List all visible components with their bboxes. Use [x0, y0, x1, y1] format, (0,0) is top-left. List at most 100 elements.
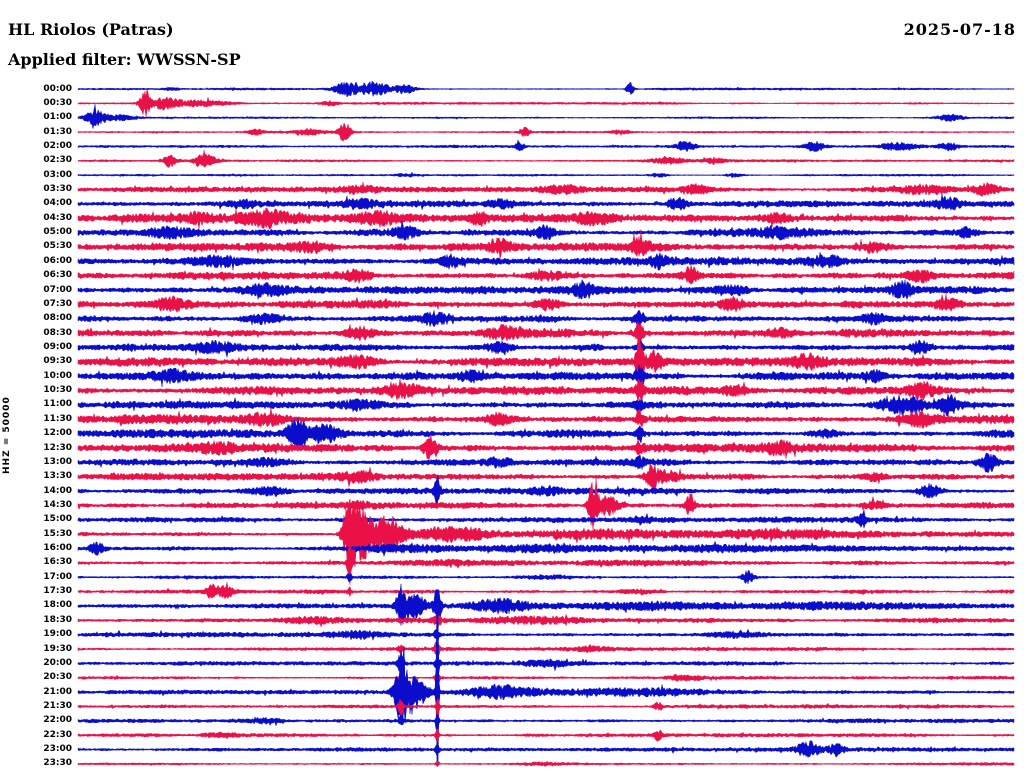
trace-row-14:00	[77, 474, 1015, 508]
trace-row-19:30	[77, 641, 1015, 657]
trace-row-08:00	[77, 309, 1015, 328]
trace-row-13:00	[77, 452, 1015, 474]
trace-row-05:30	[77, 229, 1015, 260]
trace-row-18:30	[77, 613, 1015, 630]
trace-row-01:00	[77, 103, 1015, 129]
time-label: 19:00	[43, 629, 72, 640]
time-label: 18:00	[43, 600, 72, 611]
time-label: 05:00	[43, 227, 72, 238]
trace-row-22:00	[77, 713, 1015, 730]
trace-row-20:30	[77, 672, 1015, 686]
time-label: 13:30	[43, 471, 72, 482]
time-label: 12:00	[43, 428, 72, 439]
trace-row-04:30	[77, 207, 1015, 230]
time-label: 02:00	[43, 140, 72, 151]
time-label: 09:30	[43, 356, 72, 367]
time-label: 21:30	[43, 700, 72, 711]
filter-label: Applied filter: WWSSN-SP	[8, 50, 241, 69]
time-label: 20:00	[43, 657, 72, 668]
time-label: 06:00	[43, 255, 72, 266]
time-label: 22:30	[43, 729, 72, 740]
trace-row-15:30	[77, 498, 1015, 573]
time-label: 08:30	[43, 327, 72, 338]
time-label: 16:30	[43, 557, 72, 568]
trace-row-00:30	[77, 88, 1015, 118]
time-label: 13:00	[43, 456, 72, 467]
trace-row-14:30	[77, 478, 1015, 531]
trace-row-13:30	[77, 463, 1015, 490]
trace-row-23:30	[77, 760, 1015, 767]
time-label: 16:00	[43, 543, 72, 554]
trace-row-09:00	[77, 339, 1015, 358]
trace-row-11:30	[77, 406, 1015, 429]
time-label: 18:30	[43, 614, 72, 625]
time-label: 12:30	[43, 442, 72, 453]
trace-row-00:00	[77, 80, 1015, 98]
time-label: 01:00	[43, 112, 72, 123]
time-label: 23:00	[43, 744, 72, 755]
time-label: 04:30	[43, 212, 72, 223]
time-label: 05:30	[43, 241, 72, 252]
time-label: 10:00	[43, 370, 72, 381]
time-label: 06:30	[43, 270, 72, 281]
trace-row-01:30	[77, 122, 1015, 142]
trace-row-12:00	[77, 417, 1015, 451]
trace-row-04:00	[77, 193, 1015, 211]
time-label: 17:00	[43, 571, 72, 582]
time-label: 04:00	[43, 198, 72, 209]
time-label: 02:30	[43, 155, 72, 166]
trace-row-18:00	[77, 583, 1015, 626]
time-label: 10:30	[43, 385, 72, 396]
trace-row-02:00	[77, 139, 1015, 153]
trace-row-03:30	[77, 181, 1015, 197]
trace-row-09:30	[77, 336, 1015, 390]
trace-row-16:00	[77, 541, 1015, 557]
trace-row-05:00	[77, 220, 1015, 241]
time-label: 09:00	[43, 341, 72, 352]
trace-row-08:30	[77, 321, 1015, 347]
time-label: 23:30	[43, 758, 72, 769]
time-label: 17:30	[43, 586, 72, 597]
trace-row-06:00	[77, 251, 1015, 271]
trace-row-17:00	[77, 569, 1015, 585]
time-label: 21:00	[43, 686, 72, 697]
time-label: 22:00	[43, 715, 72, 726]
trace-row-17:30	[77, 582, 1015, 600]
trace-row-23:00	[77, 740, 1015, 758]
trace-row-12:30	[77, 434, 1015, 460]
trace-row-11:00	[77, 393, 1015, 417]
trace-row-22:30	[77, 728, 1015, 743]
time-label: 11:00	[43, 399, 72, 410]
trace-row-19:00	[77, 628, 1015, 643]
trace-row-07:30	[77, 293, 1015, 313]
trace-row-16:30	[77, 545, 1015, 585]
time-label: 14:30	[43, 499, 72, 510]
trace-row-10:30	[77, 378, 1015, 403]
time-label: 14:00	[43, 485, 72, 496]
time-label: 20:30	[43, 672, 72, 683]
time-label: 00:00	[43, 83, 72, 94]
time-label: 03:30	[43, 184, 72, 195]
trace-row-20:00	[77, 649, 1015, 677]
trace-row-02:30	[77, 149, 1015, 168]
time-label: 03:00	[43, 169, 72, 180]
time-label: 07:00	[43, 284, 72, 295]
trace-row-07:00	[77, 279, 1015, 300]
trace-row-10:00	[77, 364, 1015, 388]
station-title: HL Riolos (Patras)	[8, 20, 174, 39]
time-label: 00:30	[43, 97, 72, 108]
time-label: 15:30	[43, 528, 72, 539]
trace-row-03:00	[77, 172, 1015, 178]
time-label: 19:30	[43, 643, 72, 654]
time-label: 01:30	[43, 126, 72, 137]
time-label: 11:30	[43, 413, 72, 424]
trace-row-15:00	[77, 509, 1015, 529]
time-label: 08:00	[43, 313, 72, 324]
trace-row-21:00	[77, 588, 1015, 766]
time-label: 15:00	[43, 514, 72, 525]
time-label: 07:30	[43, 298, 72, 309]
trace-row-06:30	[77, 264, 1015, 285]
record-date: 2025-07-18	[903, 20, 1016, 39]
trace-row-21:30	[77, 698, 1015, 718]
